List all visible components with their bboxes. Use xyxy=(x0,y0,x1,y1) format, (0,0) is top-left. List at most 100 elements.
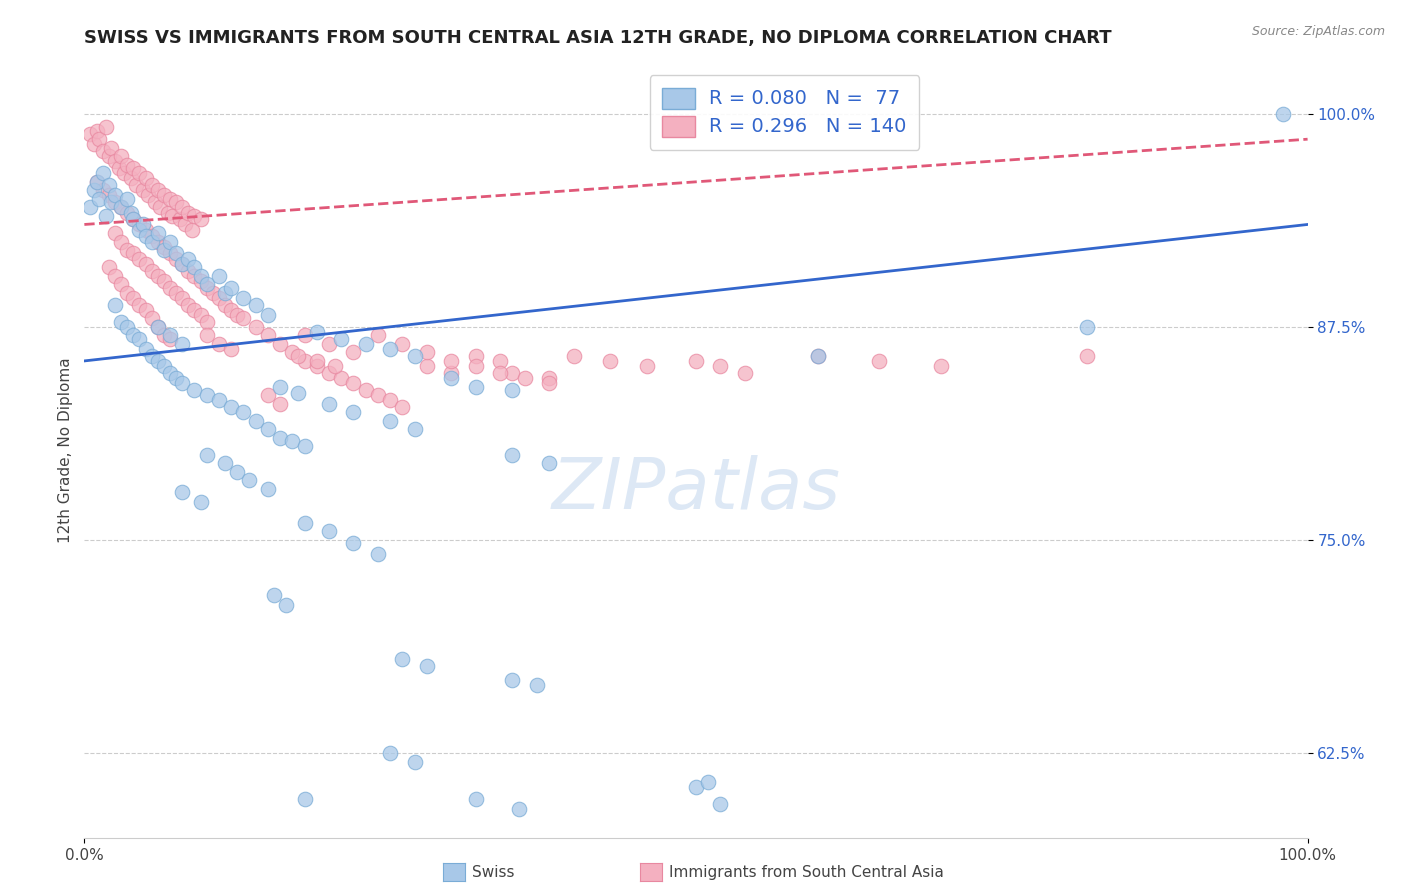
Point xyxy=(807,349,830,363)
Point xyxy=(404,422,426,436)
Point xyxy=(172,336,194,351)
Point xyxy=(342,536,364,550)
Point xyxy=(281,345,304,359)
Point xyxy=(269,379,291,393)
Point xyxy=(146,319,169,334)
Point xyxy=(183,260,205,274)
Point xyxy=(132,218,155,232)
Point xyxy=(146,354,169,368)
Point xyxy=(208,291,231,305)
Point xyxy=(110,201,132,215)
Point xyxy=(172,201,194,215)
Point xyxy=(502,673,524,687)
Point xyxy=(173,218,195,232)
Point xyxy=(136,188,159,202)
Point xyxy=(330,332,353,346)
Point xyxy=(195,328,218,343)
Point xyxy=(195,280,218,294)
Point xyxy=(208,393,231,408)
Point xyxy=(91,166,114,180)
Point xyxy=(110,277,132,292)
Point xyxy=(354,336,377,351)
Point xyxy=(115,192,138,206)
Point xyxy=(183,383,205,397)
Point xyxy=(391,652,413,666)
Point xyxy=(294,328,316,343)
Point xyxy=(97,260,120,274)
Point xyxy=(464,359,486,373)
Point xyxy=(201,285,224,300)
Point xyxy=(263,588,285,602)
Point xyxy=(391,336,413,351)
Text: SWISS VS IMMIGRANTS FROM SOUTH CENTRAL ASIA 12TH GRADE, NO DIPLOMA CORRELATION C: SWISS VS IMMIGRANTS FROM SOUTH CENTRAL A… xyxy=(84,29,1112,47)
Point xyxy=(318,396,340,410)
Point xyxy=(318,524,340,539)
Point xyxy=(214,456,236,470)
Point xyxy=(177,205,200,219)
Point xyxy=(599,354,621,368)
Point xyxy=(87,192,110,206)
Point xyxy=(869,354,891,368)
Point xyxy=(190,308,212,322)
Point xyxy=(79,201,101,215)
Point xyxy=(219,342,242,356)
Point xyxy=(86,175,108,189)
Point xyxy=(502,448,524,462)
Point xyxy=(141,229,163,244)
Point xyxy=(232,311,254,326)
Point xyxy=(183,209,205,223)
Point xyxy=(162,209,184,223)
Point xyxy=(380,393,402,408)
Point xyxy=(477,861,499,875)
Point xyxy=(110,149,132,163)
Point xyxy=(115,158,138,172)
Point xyxy=(226,308,249,322)
Point xyxy=(183,302,205,317)
Point xyxy=(257,328,280,343)
Point xyxy=(159,366,181,380)
Point xyxy=(172,485,194,500)
Point xyxy=(391,400,413,414)
Point xyxy=(141,178,163,193)
Point xyxy=(97,188,120,202)
Point xyxy=(128,252,150,266)
Point xyxy=(257,388,280,402)
Point xyxy=(177,298,200,312)
Point xyxy=(115,205,138,219)
Point xyxy=(86,175,108,189)
Point xyxy=(153,328,176,343)
Point xyxy=(143,195,166,210)
Point xyxy=(141,235,163,249)
Point xyxy=(183,268,205,283)
Point xyxy=(128,298,150,312)
Point xyxy=(502,383,524,397)
Point xyxy=(1076,319,1098,334)
Point xyxy=(141,263,163,277)
Point xyxy=(380,746,402,760)
Text: Immigrants from South Central Asia: Immigrants from South Central Asia xyxy=(669,865,945,880)
Point xyxy=(115,285,138,300)
Point xyxy=(135,257,157,271)
Point xyxy=(367,328,389,343)
Point xyxy=(208,268,231,283)
Point xyxy=(232,405,254,419)
Point xyxy=(165,371,187,385)
Point xyxy=(214,285,236,300)
Point xyxy=(100,195,122,210)
Point xyxy=(929,359,952,373)
Point xyxy=(269,857,291,871)
Text: ZIPatlas: ZIPatlas xyxy=(551,455,841,524)
Point xyxy=(257,308,280,322)
Point xyxy=(404,755,426,769)
Point xyxy=(226,465,249,479)
Point xyxy=(125,178,148,193)
Point xyxy=(96,209,118,223)
Point xyxy=(219,400,242,414)
Point xyxy=(153,359,176,373)
Point xyxy=(141,349,163,363)
Point xyxy=(464,349,486,363)
Point xyxy=(153,188,176,202)
Point xyxy=(165,246,187,260)
Point xyxy=(709,359,731,373)
Point xyxy=(257,482,280,496)
